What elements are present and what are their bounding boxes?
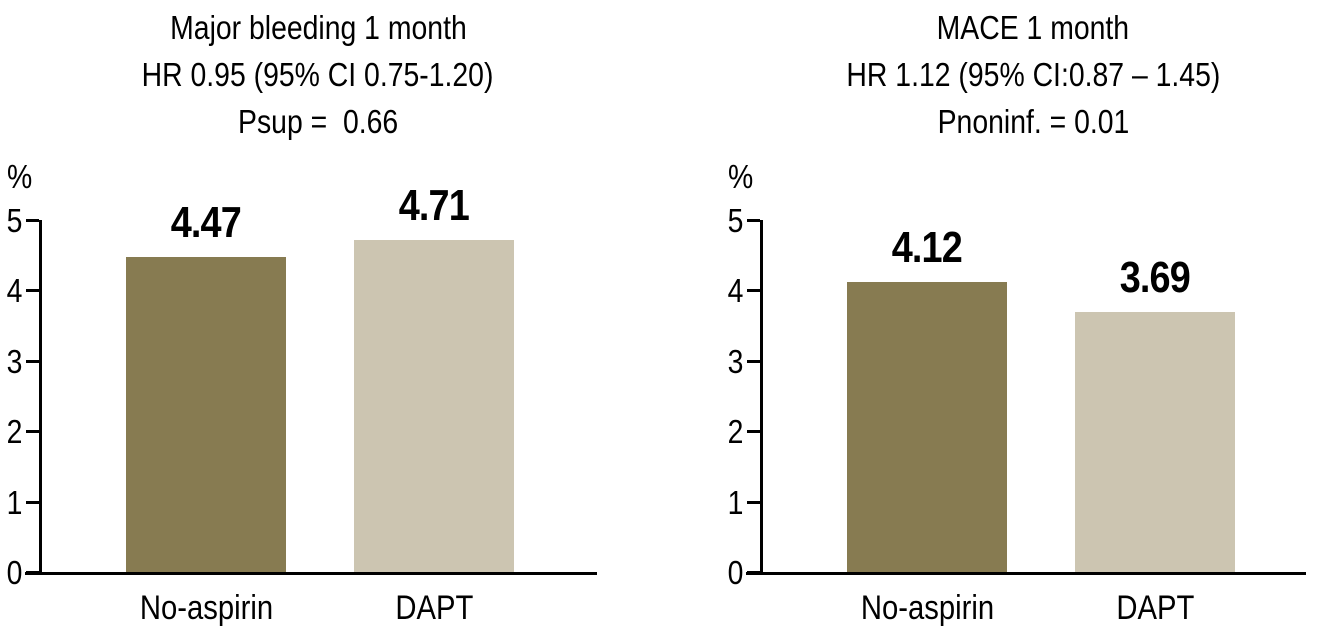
y-axis-tick-label: 1 — [6, 483, 22, 521]
y-axis-tick-mark — [26, 359, 39, 363]
y-axis-tick-label: 0 — [727, 554, 743, 591]
bar-value-label-no-aspirin: 4.12 — [891, 223, 963, 272]
bar-value-label-no-aspirin: 4.47 — [170, 198, 242, 247]
y-axis-tick-mark — [747, 219, 760, 222]
plot-area: % 0 1 2 3 4 5 4.12 No-aspirin 3.69 DAPT — [727, 158, 1306, 626]
y-axis-tick-mark — [26, 219, 39, 222]
chart-title: MACE 1 month — [936, 9, 1130, 46]
bar-dapt — [354, 240, 514, 572]
bar-no-aspirin — [126, 257, 286, 572]
y-axis-tick-mark — [747, 289, 760, 293]
y-axis-unit-label: % — [7, 158, 33, 195]
plot-area: % 0 1 2 3 4 5 4.47 No-aspirin 4.71 DAPT — [6, 158, 597, 626]
x-axis-category-label-dapt: DAPT — [1116, 589, 1194, 627]
chart-hr-ci-line: HR 0.95 (95% CI 0.75-1.20) — [142, 56, 494, 93]
bar-dapt — [1075, 312, 1235, 572]
y-axis-unit-label: % — [728, 158, 754, 195]
bar-value-label-dapt: 4.71 — [398, 181, 470, 230]
y-axis-tick-mark — [747, 571, 760, 574]
x-axis-category-label-no-aspirin: No-aspirin — [860, 589, 994, 627]
y-axis-tick-label: 4 — [6, 272, 22, 310]
chart-title: Major bleeding 1 month — [169, 9, 467, 46]
y-axis-tick-label: 3 — [727, 342, 743, 380]
y-axis-tick-label: 5 — [727, 202, 743, 239]
y-axis-tick-label: 4 — [727, 272, 743, 310]
x-axis-line — [25, 572, 597, 575]
x-axis-category-label-dapt: DAPT — [395, 589, 473, 627]
y-axis-tick-label: 5 — [6, 202, 22, 239]
x-axis-category-label-no-aspirin: No-aspirin — [139, 589, 273, 627]
y-axis-tick-mark — [26, 430, 39, 434]
y-axis-tick-mark — [747, 359, 760, 363]
x-axis-line — [746, 572, 1306, 575]
y-axis-tick-label: 0 — [6, 554, 22, 591]
chart-title-block: MACE 1 month HR 1.12 (95% CI:0.87 – 1.45… — [760, 4, 1306, 145]
chart-p-value-line: Psup = 0.66 — [237, 103, 399, 140]
y-axis-tick-mark — [747, 500, 760, 504]
bar-no-aspirin — [847, 282, 1007, 572]
chart-title-block: Major bleeding 1 month HR 0.95 (95% CI 0… — [39, 4, 597, 145]
y-axis-tick-mark — [747, 430, 760, 434]
y-axis-tick-label: 2 — [6, 413, 22, 451]
bar-value-label-dapt: 3.69 — [1119, 253, 1191, 302]
y-axis-tick-mark — [26, 571, 39, 574]
chart-p-value-line: Pnoninf. = 0.01 — [937, 103, 1129, 140]
y-axis-tick-label: 3 — [6, 342, 22, 380]
y-axis-tick-label: 1 — [727, 483, 743, 521]
chart-hr-ci-line: HR 1.12 (95% CI:0.87 – 1.45) — [846, 56, 1220, 93]
y-axis-tick-mark — [26, 500, 39, 504]
y-axis-tick-label: 2 — [727, 413, 743, 451]
y-axis-tick-mark — [26, 289, 39, 293]
chart-panel-mace: MACE 1 month HR 1.12 (95% CI:0.87 – 1.45… — [660, 0, 1318, 641]
chart-panel-major-bleeding: Major bleeding 1 month HR 0.95 (95% CI 0… — [6, 4, 597, 626]
